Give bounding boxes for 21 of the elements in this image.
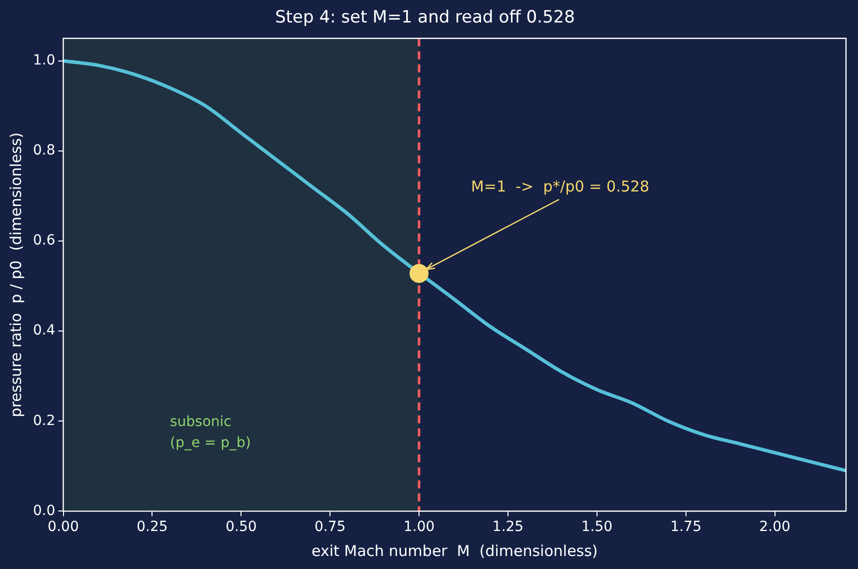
y-tick-label: 0.2	[33, 412, 56, 429]
y-tick-label: 1.0	[33, 52, 56, 69]
y-axis-title: pressure ratio p / p0 (dimensionless)	[6, 132, 25, 418]
annotation: M=1 -> p*/p0 = 0.528	[471, 177, 650, 196]
line-series	[63, 59, 846, 472]
x-tick-label: 1.50	[581, 519, 613, 536]
x-tick-label: 0.25	[136, 519, 168, 536]
x-tick-label: 0.00	[48, 519, 79, 536]
y-tick-label: 0.4	[33, 322, 56, 339]
x-tick-label: 1.25	[492, 519, 524, 536]
x-tick-label: 2.00	[759, 519, 790, 536]
x-tick-label: 1.75	[670, 519, 702, 536]
x-tick-label: 0.50	[226, 519, 257, 536]
x-tick-label: 0.75	[314, 519, 346, 536]
band-label: subsonic (p_e = p_b)	[170, 414, 251, 452]
y-tick-label: 0.0	[33, 502, 56, 519]
y-tick-label: 0.6	[33, 232, 56, 249]
x-tick-label: 1.00	[403, 519, 435, 536]
y-tick-label: 0.8	[33, 142, 56, 159]
x-axis-title: exit Mach number M (dimensionless)	[311, 542, 598, 560]
chart-title: Step 4: set M=1 and read off 0.528	[275, 8, 575, 28]
